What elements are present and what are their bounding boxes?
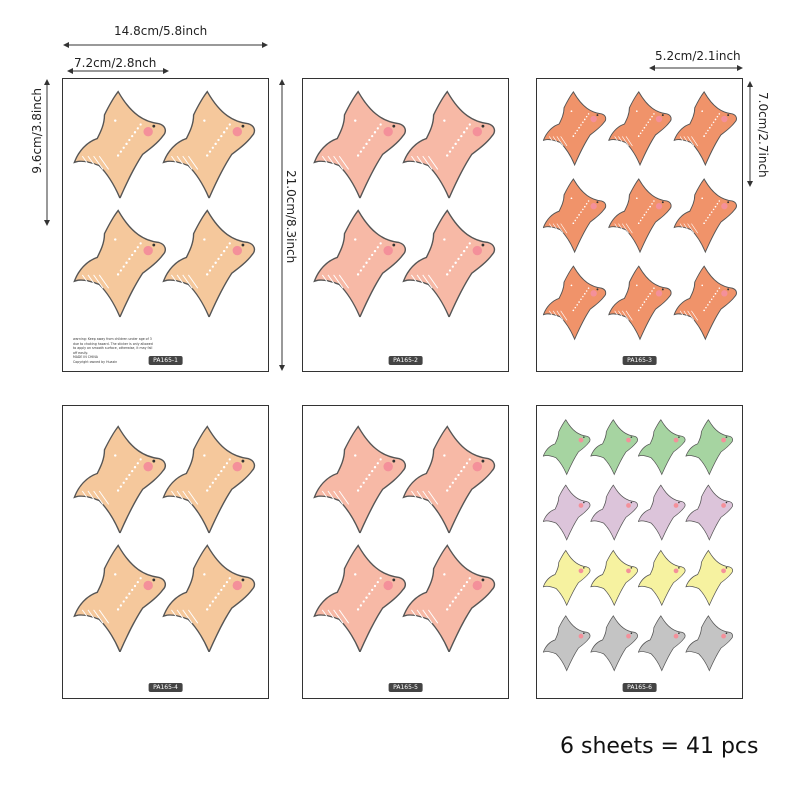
sheet-code: PA165-2 xyxy=(388,356,423,365)
sheet-4-birds xyxy=(74,426,256,652)
bird-sticker xyxy=(638,484,686,540)
bird-sticker xyxy=(314,426,407,533)
bird-sticker xyxy=(685,615,734,671)
label-bird-large-height: 9.6cm/3.8inch xyxy=(30,88,44,174)
bird-sticker xyxy=(314,545,407,652)
bird-sticker xyxy=(543,91,607,165)
bird-sticker xyxy=(590,484,638,540)
sheet-2: PA165-2 xyxy=(302,78,509,372)
sheet-code: PA165-5 xyxy=(388,683,423,692)
bird-sticker xyxy=(543,550,591,606)
bird-sticker xyxy=(608,266,672,340)
bird-sticker xyxy=(403,91,496,198)
bird-sticker xyxy=(403,426,496,533)
sheet-code: PA165-3 xyxy=(622,356,657,365)
bird-sticker xyxy=(543,419,591,475)
bird-sticker xyxy=(163,210,256,317)
sheet-1-birds xyxy=(74,91,256,317)
bird-sticker xyxy=(685,550,734,606)
bird-sticker xyxy=(590,615,638,671)
bird-sticker xyxy=(543,178,607,252)
bird-sticker xyxy=(673,178,737,252)
bird-sticker xyxy=(608,91,672,165)
sheet-5-birds xyxy=(314,426,496,652)
bird-sticker xyxy=(74,545,167,652)
bird-sticker xyxy=(163,91,256,198)
sheet-6: PA165-6 xyxy=(536,405,743,699)
bird-sticker xyxy=(685,419,734,475)
label-sheet-height: 21.0cm/8.3inch xyxy=(284,170,298,264)
bird-sticker xyxy=(590,419,638,475)
sheet-2-birds xyxy=(314,91,496,317)
bird-sticker xyxy=(608,178,672,252)
warning-text: warning: Keep away from children under a… xyxy=(73,337,153,364)
bird-sticker xyxy=(638,550,686,606)
bird-sticker xyxy=(543,615,591,671)
sheet-code: PA165-4 xyxy=(148,683,183,692)
bird-sticker xyxy=(403,545,496,652)
bird-sticker xyxy=(590,550,638,606)
sheet-1: warning: Keep away from children under a… xyxy=(62,78,269,372)
bird-sticker xyxy=(638,419,686,475)
bird-sticker xyxy=(74,210,167,317)
bird-sticker xyxy=(314,210,407,317)
sheet-code: PA165-6 xyxy=(622,683,657,692)
label-sheet-width: 14.8cm/5.8inch xyxy=(114,24,208,38)
bird-sticker xyxy=(163,545,256,652)
sheet-code: PA165-1 xyxy=(148,356,183,365)
bird-sticker xyxy=(543,484,591,540)
bird-sticker xyxy=(543,266,607,340)
bird-sticker xyxy=(673,91,737,165)
sheet-3: PA165-3 xyxy=(536,78,743,372)
bird-sticker xyxy=(74,426,167,533)
bird-sticker xyxy=(163,426,256,533)
bird-sticker xyxy=(314,91,407,198)
bird-sticker xyxy=(673,266,737,340)
bird-sticker xyxy=(403,210,496,317)
label-bird-small-height: 7.0cm/2.7inch xyxy=(756,92,770,178)
bird-sticker xyxy=(638,615,686,671)
sheet-6-birds xyxy=(543,419,734,671)
label-bird-small-width: 5.2cm/2.1inch xyxy=(655,49,741,63)
sheet-4: PA165-4 xyxy=(62,405,269,699)
bird-sticker xyxy=(74,91,167,198)
sheet-5: PA165-5 xyxy=(302,405,509,699)
bird-sticker xyxy=(685,484,734,540)
sheet-3-birds xyxy=(543,91,737,340)
label-bird-large-width: 7.2cm/2.8nch xyxy=(74,56,157,70)
summary-text: 6 sheets = 41 pcs xyxy=(560,734,759,759)
